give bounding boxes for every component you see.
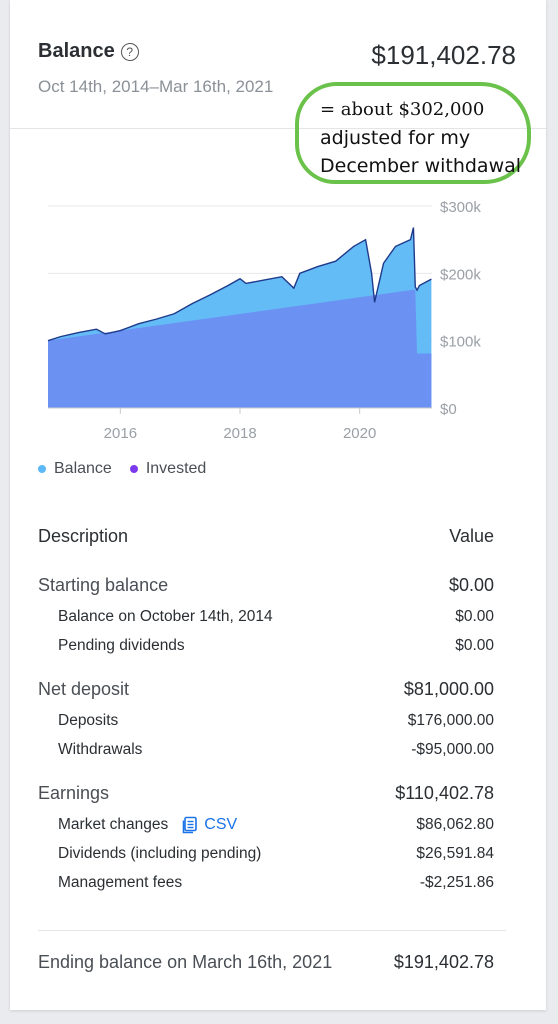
row-value: -$2,251.86 bbox=[419, 873, 494, 891]
date-range: Oct 14th, 2014–Mar 16th, 2021 bbox=[38, 77, 274, 96]
net-deposit-row: Net deposit $81,000.00 bbox=[38, 672, 494, 706]
x-tick-label: 2016 bbox=[104, 425, 137, 442]
deposits-row: Deposits $176,000.00 bbox=[38, 706, 494, 735]
row-value: -$95,000.00 bbox=[411, 740, 494, 758]
row-label-group: Market changes CSV bbox=[58, 816, 237, 834]
legend-label: Balance bbox=[54, 460, 112, 477]
balance-line bbox=[47, 227, 432, 342]
row-value: $191,402.78 bbox=[393, 952, 494, 972]
pending-dividends-row: Pending dividends $0.00 bbox=[38, 631, 494, 660]
description-header: Description bbox=[38, 525, 129, 546]
row-value: $176,000.00 bbox=[407, 711, 494, 729]
balance-card bbox=[10, 0, 546, 1010]
x-tick-label: 2018 bbox=[223, 425, 256, 442]
row-label: Balance on October 14th, 2014 bbox=[58, 607, 273, 625]
title-row: Balance ? bbox=[38, 40, 139, 63]
total-balance: $191,402.78 bbox=[371, 40, 516, 70]
y-tick-label: $100k bbox=[440, 334, 481, 351]
row-value: $0.00 bbox=[448, 574, 494, 595]
handwritten-annotation-circle bbox=[295, 82, 531, 184]
annotation-line-3: December withdawal bbox=[320, 155, 522, 177]
row-label: Management fees bbox=[58, 873, 183, 891]
help-icon[interactable]: ? bbox=[120, 42, 139, 61]
dividends-row: Dividends (including pending) $26,591.84 bbox=[38, 839, 494, 868]
legend-item-balance[interactable]: Balance bbox=[38, 460, 112, 478]
row-value: $81,000.00 bbox=[403, 678, 494, 699]
document-icon bbox=[182, 816, 198, 833]
y-tick-label: $200k bbox=[440, 266, 481, 283]
handwritten-annotation: = about $302,000 adjusted for my Decembe… bbox=[320, 96, 540, 180]
y-tick-label: $300k bbox=[440, 199, 481, 216]
value-header: Value bbox=[449, 525, 494, 546]
row-label: Withdrawals bbox=[58, 740, 143, 758]
starting-balance-row: Starting balance $0.00 bbox=[38, 568, 494, 602]
table-header: Description Value bbox=[38, 520, 494, 552]
row-label: Pending dividends bbox=[58, 636, 185, 654]
row-value: $26,591.84 bbox=[416, 844, 494, 862]
y-tick-label: $0 bbox=[440, 401, 457, 418]
row-label: Deposits bbox=[58, 711, 119, 729]
row-value: $0.00 bbox=[455, 607, 494, 625]
legend-item-invested[interactable]: Invested bbox=[129, 460, 207, 478]
breakdown-table: Description Value Starting balance $0.00… bbox=[38, 520, 494, 897]
header-divider bbox=[10, 128, 546, 129]
management-fees-row: Management fees -$2,251.86 bbox=[38, 868, 494, 897]
row-label: Net deposit bbox=[38, 678, 130, 699]
x-tick-label: 2020 bbox=[343, 425, 376, 442]
footer-divider bbox=[38, 930, 506, 931]
csv-label: CSV bbox=[204, 815, 238, 833]
row-label: Market changes bbox=[58, 815, 169, 833]
balance-chart: $0 $100k $200k $300k 2016 2018 2020 bbox=[47, 199, 481, 442]
earnings-row: Earnings $110,402.78 bbox=[38, 776, 494, 810]
annotation-line-2: adjusted for my bbox=[320, 127, 471, 149]
ending-balance-row: Ending balance on March 16th, 2021 $191,… bbox=[38, 952, 494, 973]
csv-download-link[interactable]: CSV bbox=[182, 816, 237, 834]
legend-label: Invested bbox=[145, 460, 207, 477]
page-title: Balance bbox=[38, 40, 115, 62]
market-changes-row: Market changes CSV $86,062.80 bbox=[38, 810, 494, 839]
row-label: Dividends (including pending) bbox=[58, 844, 262, 862]
legend-dot-icon bbox=[38, 465, 46, 473]
row-value: $0.00 bbox=[455, 636, 494, 654]
invested-area bbox=[48, 289, 432, 408]
legend-dot-icon bbox=[129, 465, 138, 473]
row-value: $110,402.78 bbox=[395, 782, 494, 803]
chart-legend: Balance Invested bbox=[38, 460, 224, 478]
row-value: $86,062.80 bbox=[416, 815, 494, 833]
annotation-line-1: = about $302,000 bbox=[320, 99, 485, 120]
withdrawals-row: Withdrawals -$95,000.00 bbox=[38, 735, 494, 764]
balance-on-start-row: Balance on October 14th, 2014 $0.00 bbox=[38, 602, 494, 631]
row-label: Starting balance bbox=[38, 574, 169, 595]
row-label: Earnings bbox=[38, 782, 110, 803]
row-label: Ending balance on March 16th, 2021 bbox=[38, 952, 333, 972]
